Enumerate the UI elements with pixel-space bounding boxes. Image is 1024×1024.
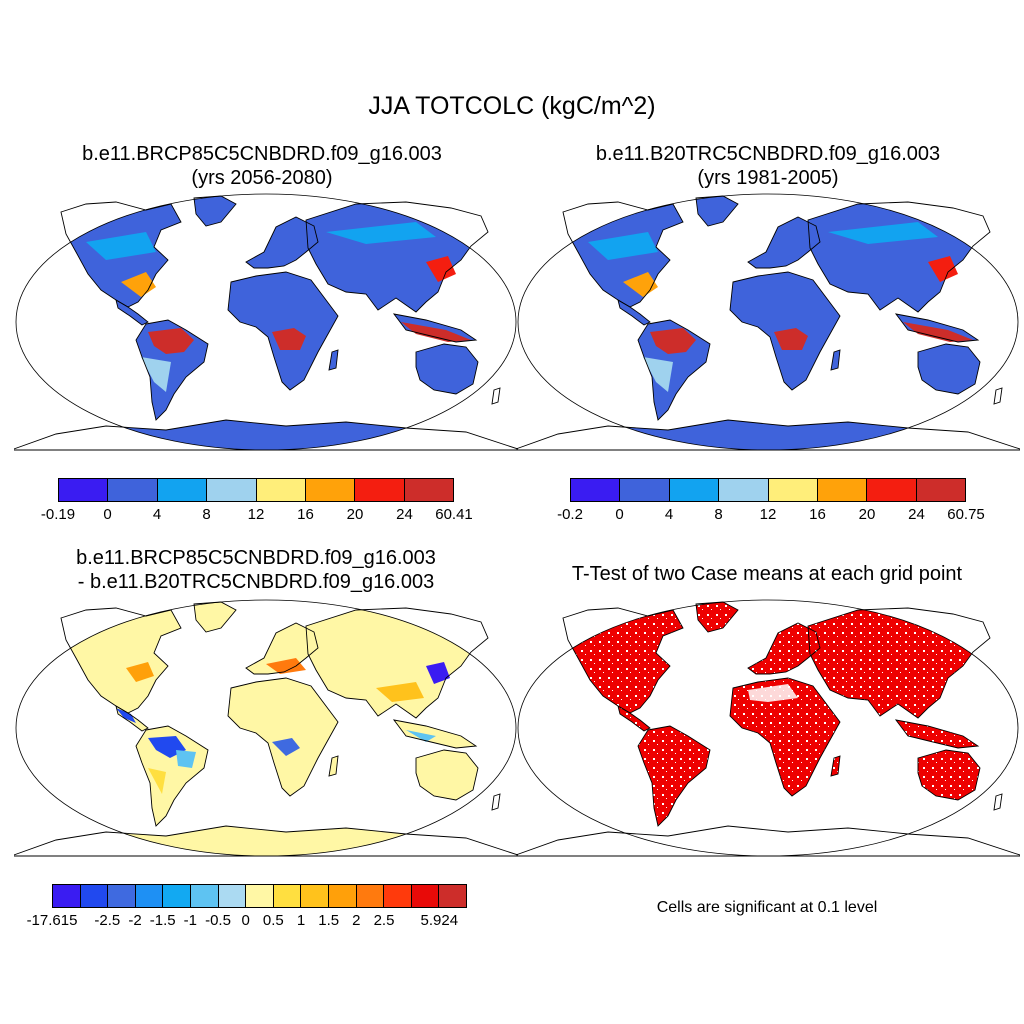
colorbar-label: 8	[714, 506, 723, 523]
colorbar-label: 0.5	[262, 912, 284, 929]
colorbar-label: 0	[615, 506, 624, 523]
historical-map	[516, 193, 1020, 452]
historical-colorbar-labels: -0.2 0 4 8 12 16 20 24 60.75	[557, 506, 985, 526]
difference-colorbar-swatch	[411, 885, 440, 907]
colorbar-label: 12	[759, 506, 777, 523]
colorbar-label: 16	[809, 506, 826, 523]
colorbar-label: 60.41	[435, 506, 473, 523]
difference-colorbar-swatch	[356, 885, 385, 907]
difference-colorbar	[52, 884, 467, 908]
future-title-line1: b.e11.BRCP85C5CNBDRD.f09_g16.003	[82, 143, 442, 165]
colorbar-label: 60.75	[947, 506, 985, 523]
difference-panel-title: b.e11.BRCP85C5CNBDRD.f09_g16.003 - b.e11…	[0, 546, 512, 594]
significance-note: Cells are significant at 0.1 level	[656, 899, 878, 916]
historical-colorbar-swatch	[669, 479, 720, 501]
difference-colorbar-swatch	[273, 885, 302, 907]
colorbar-label: 20	[346, 506, 364, 523]
historical-title-line1: b.e11.B20TRC5CNBDRD.f09_g16.003	[595, 143, 941, 165]
colorbar-label: -0.2	[557, 506, 583, 523]
historical-colorbar-swatch	[916, 479, 965, 501]
main-title: JJA TOTCOLC (kgC/m^2)	[368, 92, 656, 120]
future-colorbar-swatch	[59, 479, 109, 501]
colorbar-label: 20	[858, 506, 876, 523]
difference-colorbar-swatch	[218, 885, 247, 907]
future-colorbar-swatch	[157, 479, 208, 501]
colorbar-label: 4	[152, 506, 162, 523]
future-colorbar	[58, 478, 454, 502]
historical-forest-hotspots	[588, 222, 973, 392]
historical-colorbar-swatch	[817, 479, 868, 501]
future-colorbar-swatch	[305, 479, 356, 501]
colorbar-label: 12	[247, 506, 265, 523]
future-colorbar-swatch	[355, 479, 405, 501]
future-colorbar-labels: -0.19 0 4 8 12 16 20 24 60.41	[41, 506, 473, 526]
colorbar-label: -1.5	[149, 912, 176, 929]
future-title-line2: (yrs 2056-2080)	[191, 167, 333, 189]
colorbar-label: 24	[908, 506, 925, 523]
colorbar-label: 1.5	[318, 912, 340, 929]
historical-colorbar-swatch	[719, 479, 769, 501]
difference-colorbar-swatch	[80, 885, 109, 907]
future-colorbar-swatch	[404, 479, 453, 501]
difference-title-line1: b.e11.BRCP85C5CNBDRD.f09_g16.003	[76, 547, 436, 569]
ttest-significant-cells	[518, 602, 1018, 856]
colorbar-label: -1	[183, 912, 197, 929]
colorbar-label: -0.5	[205, 912, 231, 929]
colorbar-label: 4	[664, 506, 674, 523]
difference-title-line2: - b.e11.B20TRC5CNBDRD.f09_g16.003	[77, 571, 435, 593]
difference-colorbar-swatch	[384, 885, 412, 907]
historical-colorbar-swatch	[620, 479, 670, 501]
colorbar-label: 1	[296, 912, 306, 929]
difference-colorbar-swatch	[301, 885, 329, 907]
colorbar-label: -17.615	[26, 912, 78, 929]
future-panel-title: b.e11.BRCP85C5CNBDRD.f09_g16.003 (yrs 20…	[12, 142, 512, 190]
historical-colorbar	[570, 478, 966, 502]
future-map	[14, 193, 518, 452]
historical-colorbar-swatch	[768, 479, 818, 501]
difference-change-patches	[116, 658, 450, 794]
colorbar-label: 8	[202, 506, 211, 523]
difference-colorbar-swatch	[135, 885, 164, 907]
future-colorbar-swatch	[108, 479, 158, 501]
future-colorbar-swatch	[207, 479, 257, 501]
future-colorbar-swatch	[256, 479, 306, 501]
colorbar-label: -2.5	[94, 912, 121, 929]
difference-colorbar-swatch	[163, 885, 191, 907]
historical-panel-title: b.e11.B20TRC5CNBDRD.f09_g16.003 (yrs 198…	[518, 142, 1018, 190]
difference-colorbar-swatch	[246, 885, 274, 907]
colorbar-label: 24	[396, 506, 413, 523]
colorbar-label: 2	[352, 912, 361, 929]
colorbar-label: 16	[297, 506, 314, 523]
difference-colorbar-swatch	[108, 885, 136, 907]
difference-map	[14, 599, 518, 858]
colorbar-label: 5.924	[420, 912, 459, 929]
historical-colorbar-swatch	[867, 479, 917, 501]
difference-colorbar-labels: -17.615 -2.5 -2 -1.5 -1 -0.5 0 0.5 1 1.5…	[27, 912, 467, 932]
ttest-panel-title: T-Test of two Case means at each grid po…	[571, 563, 963, 585]
colorbar-label: -2	[128, 912, 142, 929]
difference-colorbar-swatch	[328, 885, 357, 907]
historical-colorbar-swatch	[571, 479, 621, 501]
historical-title-line2: (yrs 1981-2005)	[697, 167, 839, 189]
colorbar-label: -0.19	[40, 506, 76, 523]
colorbar-label: 0	[103, 506, 112, 523]
difference-colorbar-swatch	[439, 885, 466, 907]
ttest-map	[516, 599, 1020, 858]
colorbar-label: 0	[241, 912, 250, 929]
difference-colorbar-swatch	[190, 885, 219, 907]
difference-colorbar-swatch	[53, 885, 81, 907]
colorbar-label: 2.5	[373, 912, 395, 929]
